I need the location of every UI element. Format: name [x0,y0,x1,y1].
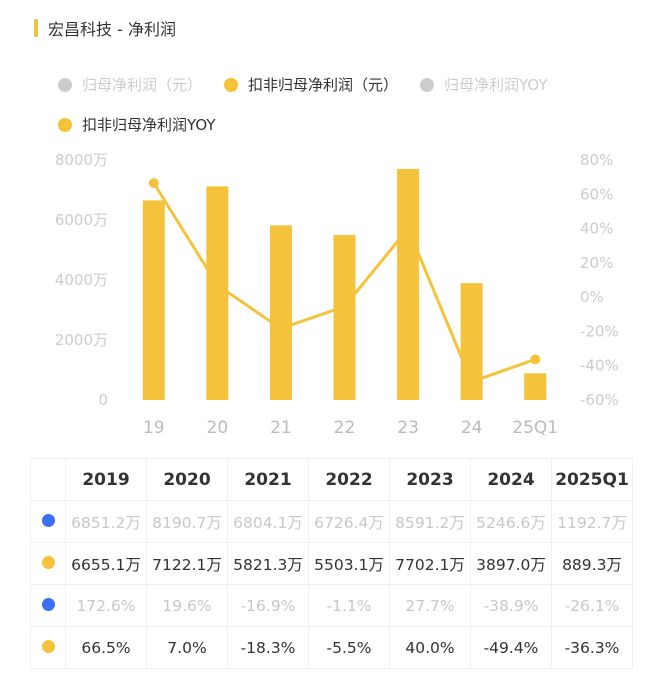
bar [269,225,292,400]
x-tick-label: 24 [461,418,483,438]
title-accent [34,19,38,37]
data-table: 2019 2020 2021 2022 2023 2024 2025Q1 6851.2万 819… [30,458,633,669]
legend-dot [58,118,72,132]
x-tick-label: 19 [143,418,165,438]
table-row: 66.5% 7.0% -18.3% -5.5% 40.0% -49.4% -36.3% [30,626,633,669]
table-cell: 5246.6万 [470,500,552,543]
row-dot [41,513,55,527]
y-tick-label: 8000万 [55,151,108,169]
y2-tick-label: -20% [580,322,619,340]
chart: 0 2000万 4000万 6000万 8000万 -60% -40% -20% 0% 20% 40… [55,151,619,438]
legend-item[interactable]: 扣非归母净利润（元） [224,66,398,104]
table-cell: 6804.1万 [227,500,309,543]
table-cell: 66.5% [65,626,147,669]
table-cell: 7122.1万 [146,542,228,585]
table-row: 6655.1万 7122.1万 5821.3万 5503.1万 7702.1万 3897.… [30,542,633,585]
x-tick-label: 22 [334,418,356,438]
table-cell: 172.6% [65,584,147,627]
row-dot [41,639,55,653]
legend-label: 归母净利润YOY [444,76,548,94]
table-cell: 8190.7万 [146,500,228,543]
line-point [530,354,541,365]
table-cell: -5.5% [308,626,390,669]
x-tick-label: 25Q1 [512,418,558,438]
legend-label: 扣非归母净利润（元） [248,76,399,94]
table-cell: -49.4% [470,626,552,669]
bar [524,373,547,400]
header-cell: 2019 [65,458,147,501]
legend-item[interactable]: 归母净利润YOY [420,66,548,104]
legend-dot [58,78,72,92]
table-cell: -18.3% [227,626,309,669]
y2-tick-label: 40% [580,220,613,238]
header-cell: 2022 [308,458,390,501]
table-cell: 40.0% [389,626,471,669]
x-tick-label: 21 [270,418,292,438]
table-cell: -1.1% [308,584,390,627]
y2-tick-label: -60% [580,391,619,409]
row-dot [41,597,55,611]
x-tick-label: 23 [397,418,419,438]
y2-tick-label: 0% [580,288,604,306]
legend-item[interactable]: 扣非归母净利润YOY [58,106,216,144]
table-cell: 3897.0万 [470,542,552,585]
table-cell: 1192.7万 [551,500,633,543]
table-cell: 6851.2万 [65,500,147,543]
legend-dot [420,78,435,92]
y2-tick-label: 80% [580,151,613,169]
table-cell: 5503.1万 [308,542,390,585]
table-cell: 8591.2万 [389,500,471,543]
header-cell: 2023 [389,458,471,501]
table-cell: -16.9% [227,584,309,627]
header-cell: 2020 [146,458,228,501]
table-cell: 6655.1万 [65,542,147,585]
y2-tick-label: -40% [580,357,619,375]
table-cell: -26.1% [551,584,633,627]
table-cell: 889.3万 [551,542,633,585]
legend-dot [224,78,239,92]
y-tick-label: 2000万 [55,331,108,349]
y2-tick-label: 60% [580,185,613,203]
bar [333,234,356,400]
table-cell: 19.6% [146,584,228,627]
table-cell: 5821.3万 [227,542,309,585]
legend: 归母净利润（元） 扣非归母净利润（元） 归母净利润YOY 扣非归母净利润YOY [58,66,638,146]
header-cell: 2024 [470,458,552,501]
bar [142,200,165,400]
table-cell: 7702.1万 [389,542,471,585]
title-text: 宏昌科技 - 净利润 [48,20,176,39]
bar [206,186,229,400]
y-tick-label: 0 [98,391,108,409]
y-tick-label: 4000万 [55,271,108,289]
legend-item[interactable]: 归母净利润（元） [58,66,202,104]
table-cell: 27.7% [389,584,471,627]
table-row: 6851.2万 8190.7万 6804.1万 6726.4万 8591.2万 5246.… [30,500,633,543]
table-header: 2019 2020 2021 2022 2023 2024 2025Q1 [30,458,633,501]
table-cell: 7.0% [146,626,228,669]
y2-tick-label: 20% [580,254,613,272]
table-row: 172.6% 19.6% -16.9% -1.1% 27.7% -38.9% -26.1% [30,584,633,627]
legend-label: 扣非归母净利润YOY [82,116,216,134]
header-cell: 2021 [227,458,309,501]
line-point [148,178,159,189]
row-dot [41,555,55,569]
bar [397,168,420,400]
yoy-line [152,182,536,384]
x-tick-label: 20 [207,418,229,438]
header-cell: 2025Q1 [551,458,633,501]
table-cell: -36.3% [551,626,633,669]
legend-label: 归母净利润（元） [82,76,203,94]
table-cell: -38.9% [470,584,552,627]
chart-title: 宏昌科技 - 净利润 [34,16,176,40]
y-tick-label: 6000万 [55,211,108,229]
table-cell: 6726.4万 [308,500,390,543]
